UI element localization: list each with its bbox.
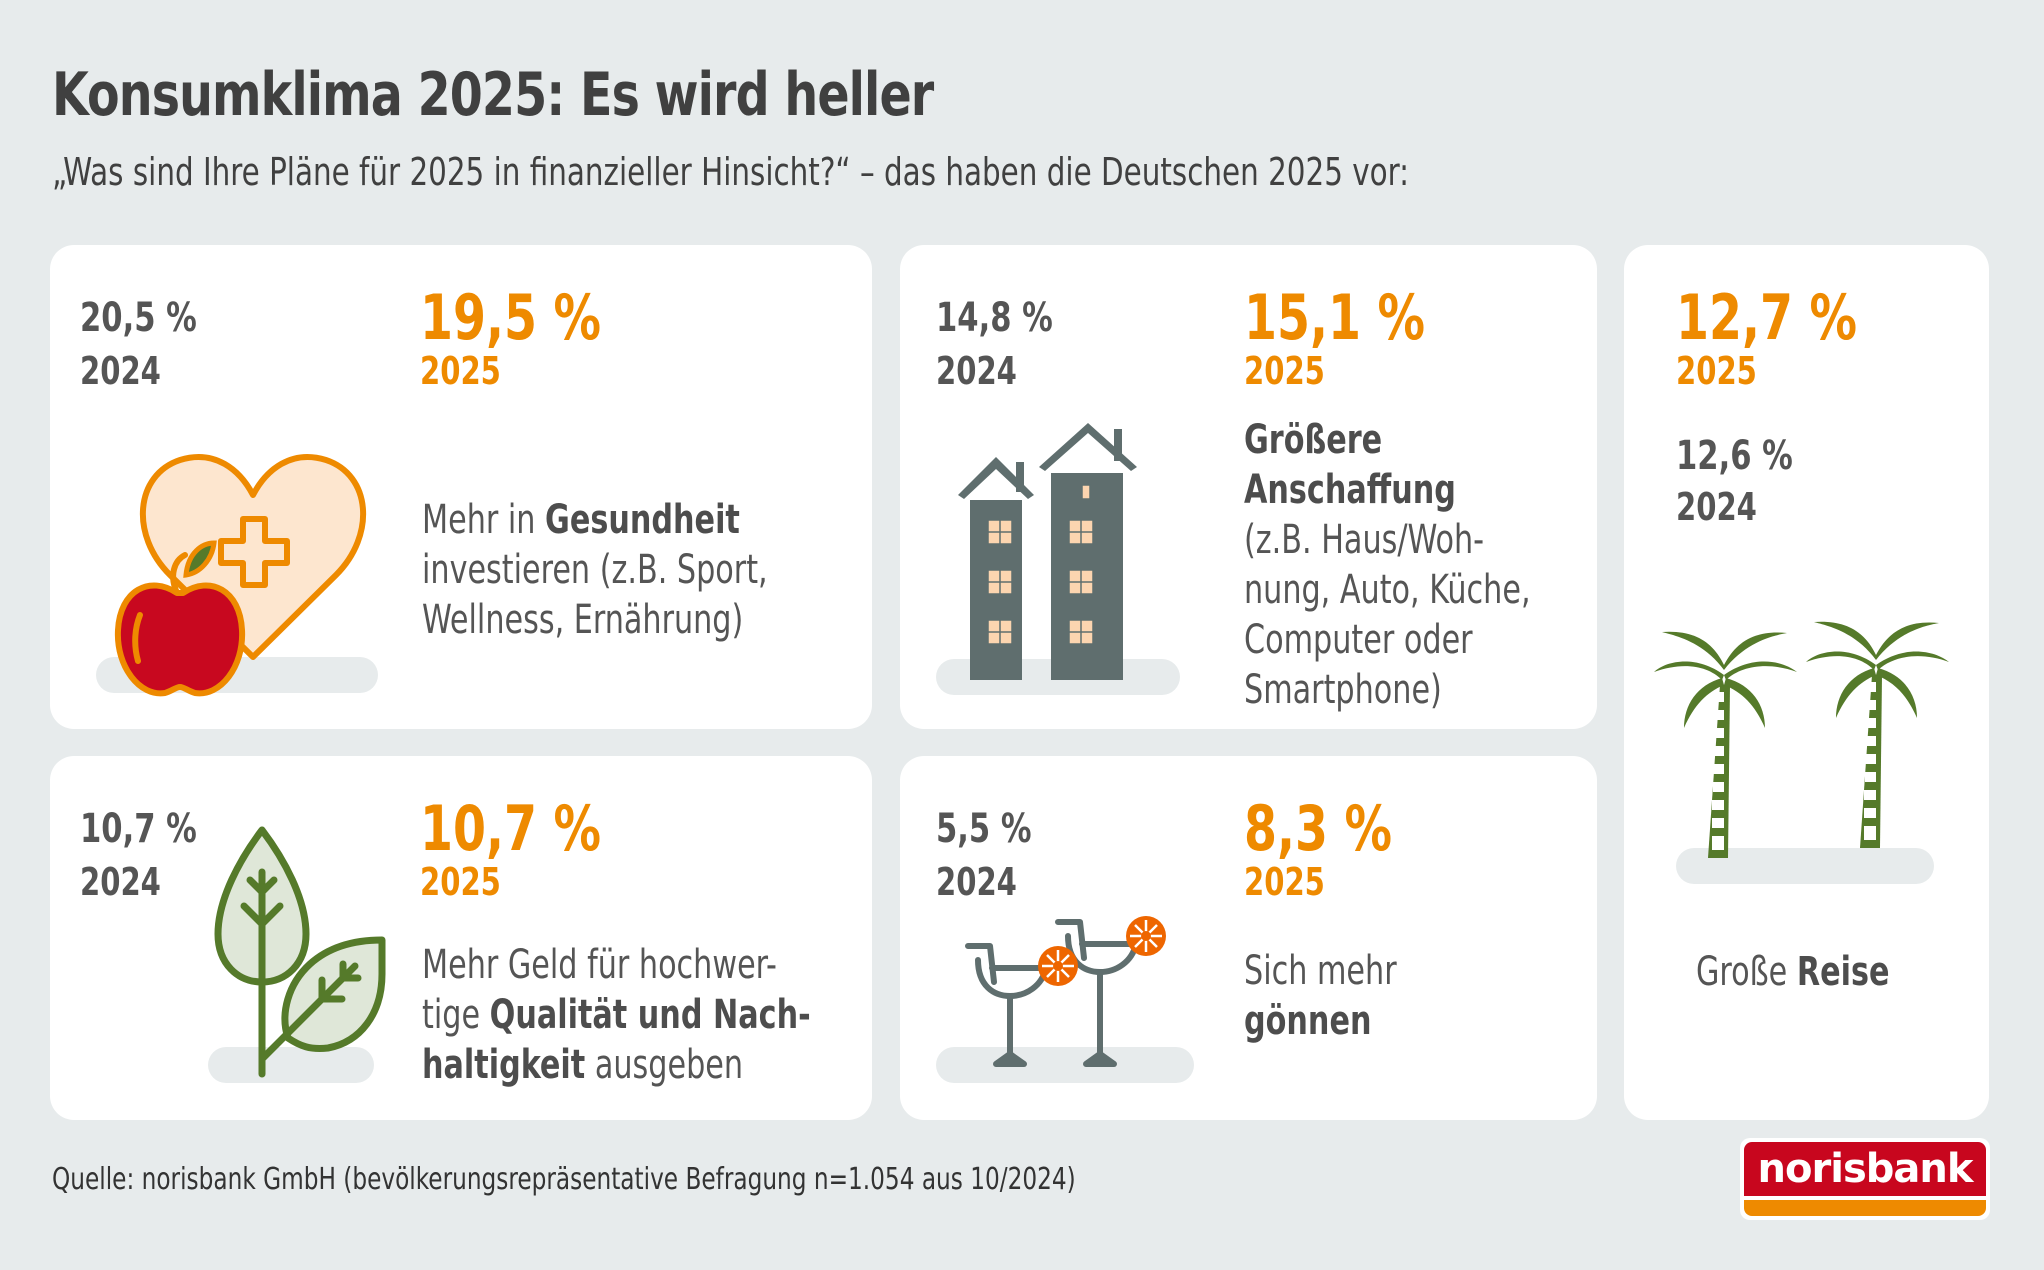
year-2025-label: 2025	[1676, 349, 1757, 393]
desc-line: (z.B. Haus/Woh-	[1244, 517, 1485, 563]
card-description: Sich mehr gönnen	[1244, 946, 1397, 1046]
value-2025: 10,7 %	[420, 792, 601, 865]
palm-trees-icon	[1654, 621, 1949, 858]
ground-shadow	[208, 1047, 374, 1083]
desc-line: investieren (z.B. Sport,	[422, 547, 768, 593]
desc-line: Große Reise	[1696, 949, 1890, 995]
desc-line: Mehr Geld für hochwer-	[422, 942, 777, 988]
page-title: Konsumklima 2025: Es wird heller	[52, 60, 934, 130]
card-description: Mehr Geld für hochwer- tige Qualität und…	[422, 940, 811, 1090]
leaves-icon	[214, 826, 386, 1078]
value-2024: 20,5 %	[80, 295, 197, 341]
card-nachhaltigkeit: 10,7 % 2024 10,7 % 2025 Mehr Geld für ho…	[50, 756, 872, 1120]
value-2024: 5,5 %	[936, 806, 1032, 852]
value-2025: 8,3 %	[1244, 792, 1392, 865]
desc-line: Computer oder	[1244, 617, 1473, 663]
page-subtitle: „Was sind Ihre Pläne für 2025 in finanzi…	[52, 150, 1410, 194]
card-description: Größere Anschaffung (z.B. Haus/Woh- nung…	[1244, 415, 1531, 715]
card-reise: 12,7 % 2025 12,6 % 2024 Große Reise	[1624, 245, 1989, 1120]
year-2024-label: 2024	[80, 860, 161, 904]
houses-icon	[958, 423, 1137, 680]
logo-wordmark: norisbank	[1744, 1142, 1986, 1196]
value-2024: 10,7 %	[80, 806, 197, 852]
card-description: Mehr in Gesundheit investieren (z.B. Spo…	[422, 495, 768, 645]
card-gesundheit: 20,5 % 2024 19,5 % 2025 Mehr in Gesundhe…	[50, 245, 872, 729]
year-2024-label: 2024	[80, 349, 161, 393]
desc-line: Sich mehr	[1244, 948, 1397, 994]
year-2025-label: 2025	[1244, 860, 1325, 904]
desc-line: Anschaffung	[1244, 467, 1456, 513]
desc-line: Größere	[1244, 417, 1383, 463]
desc-line: haltigkeit ausgeben	[422, 1042, 744, 1088]
desc-line: gönnen	[1244, 998, 1372, 1044]
desc-line: Mehr in Gesundheit	[422, 497, 740, 543]
ground-shadow	[936, 1047, 1194, 1083]
heart-apple-icon	[114, 454, 367, 697]
year-2025-label: 2025	[1244, 349, 1325, 393]
year-2025-label: 2025	[420, 860, 501, 904]
card-goennen: 5,5 % 2024 8,3 % 2025 Sich mehr gönnen	[900, 756, 1597, 1120]
value-2024: 14,8 %	[936, 295, 1053, 341]
year-2025-label: 2025	[420, 349, 501, 393]
value-2025: 15,1 %	[1244, 281, 1425, 354]
year-2024-label: 2024	[1676, 485, 1757, 529]
year-2024-label: 2024	[936, 349, 1017, 393]
card-anschaffung: 14,8 % 2024 15,1 % 2025 Größere Anschaff…	[900, 245, 1597, 729]
year-2024-label: 2024	[936, 860, 1017, 904]
desc-line: nung, Auto, Küche,	[1244, 567, 1531, 613]
desc-line: tige Qualität und Nach-	[422, 992, 811, 1038]
card-description: Große Reise	[1696, 947, 1890, 997]
cocktails-icon	[965, 916, 1166, 1067]
desc-line: Smartphone)	[1244, 667, 1442, 713]
value-2025: 12,7 %	[1676, 281, 1857, 354]
source-note: Quelle: norisbank GmbH (bevölkerungsrepr…	[52, 1162, 1076, 1197]
value-2025: 19,5 %	[420, 281, 601, 354]
desc-line: Wellness, Ernährung)	[422, 597, 744, 643]
logo-stripe	[1744, 1200, 1986, 1216]
value-2024: 12,6 %	[1676, 433, 1793, 479]
norisbank-logo: norisbank	[1740, 1138, 1990, 1220]
